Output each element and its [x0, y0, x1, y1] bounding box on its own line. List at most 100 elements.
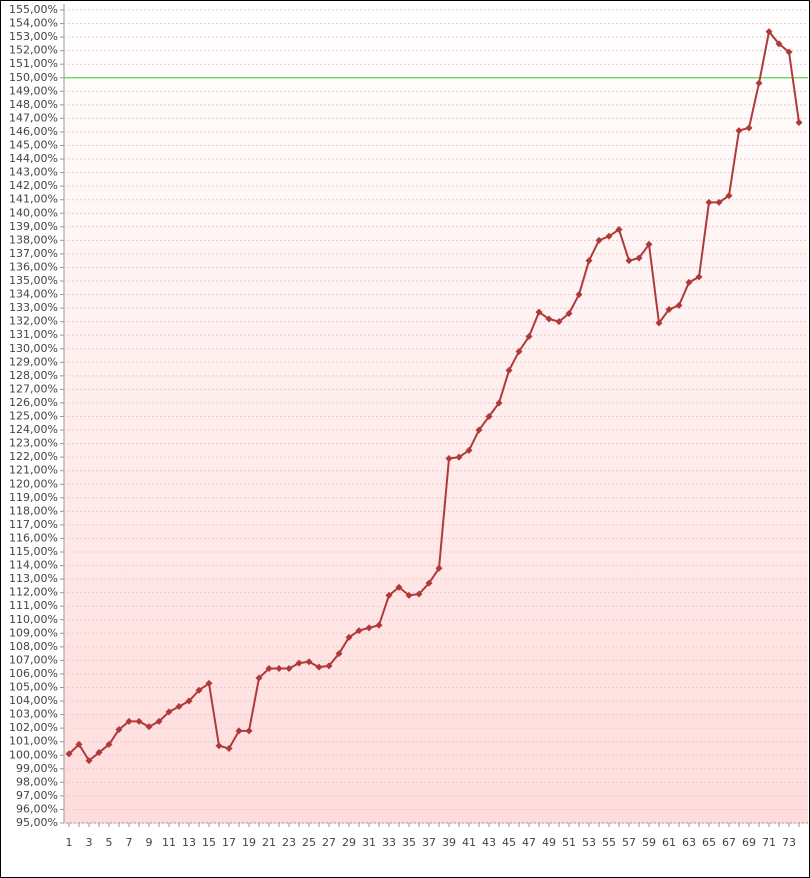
- point: [275, 665, 283, 673]
- point: [495, 399, 503, 407]
- point: [155, 717, 163, 725]
- x-tick-label: 73: [782, 836, 796, 849]
- point: [455, 453, 463, 461]
- point: [135, 717, 143, 725]
- point: [345, 633, 353, 641]
- point: [595, 236, 603, 244]
- point: [355, 627, 363, 635]
- point: [245, 727, 253, 735]
- y-tick-label: 142,00%: [9, 179, 58, 192]
- x-tick-label: 35: [402, 836, 416, 849]
- point: [85, 757, 93, 765]
- x-tick-label: 37: [422, 836, 436, 849]
- point: [655, 319, 663, 327]
- y-tick-label: 99,00%: [16, 762, 58, 775]
- y-tick-label: 114,00%: [9, 559, 58, 572]
- point: [305, 658, 313, 666]
- point: [515, 347, 523, 355]
- x-tick-label: 11: [162, 836, 176, 849]
- point: [795, 118, 803, 126]
- y-tick-label: 98,00%: [16, 775, 58, 788]
- point: [295, 659, 303, 667]
- point: [445, 455, 453, 463]
- point: [565, 310, 573, 318]
- point: [735, 127, 743, 135]
- point: [95, 749, 103, 757]
- y-tick-label: 145,00%: [9, 139, 58, 152]
- x-tick-label: 5: [106, 836, 113, 849]
- y-tick-label: 116,00%: [9, 531, 58, 544]
- y-tick-label: 101,00%: [9, 735, 58, 748]
- y-tick-label: 140,00%: [9, 206, 58, 219]
- point: [555, 318, 563, 326]
- x-tick-label: 45: [502, 836, 516, 849]
- y-tick-label: 125,00%: [9, 410, 58, 423]
- point: [705, 198, 713, 206]
- x-tick-label: 61: [662, 836, 676, 849]
- y-tick-label: 115,00%: [9, 545, 58, 558]
- y-tick-label: 133,00%: [9, 301, 58, 314]
- x-tick-label: 59: [642, 836, 656, 849]
- y-tick-label: 137,00%: [9, 247, 58, 260]
- y-tick-label: 149,00%: [9, 84, 58, 97]
- point: [255, 674, 263, 682]
- x-tick-label: 25: [302, 836, 316, 849]
- y-tick-label: 111,00%: [9, 599, 58, 612]
- y-tick-label: 106,00%: [9, 667, 58, 680]
- y-tick-label: 109,00%: [9, 626, 58, 639]
- y-tick-label: 96,00%: [16, 802, 58, 815]
- x-tick-label: 67: [722, 836, 736, 849]
- y-tick-label: 104,00%: [9, 694, 58, 707]
- y-tick-label: 122,00%: [9, 450, 58, 463]
- y-tick-label: 139,00%: [9, 220, 58, 233]
- y-tick-label: 138,00%: [9, 233, 58, 246]
- point: [325, 662, 333, 670]
- point: [465, 446, 473, 454]
- y-tick-label: 136,00%: [9, 260, 58, 273]
- point: [765, 28, 773, 36]
- point: [115, 726, 123, 734]
- x-tick-label: 47: [522, 836, 536, 849]
- x-tick-label: 57: [622, 836, 636, 849]
- point: [485, 413, 493, 420]
- x-tick-label: 39: [442, 836, 456, 849]
- point: [505, 366, 513, 374]
- point: [675, 301, 683, 309]
- y-tick-label: 119,00%: [9, 491, 58, 504]
- plot-area: [64, 4, 808, 823]
- y-tick-label: 148,00%: [9, 98, 58, 111]
- x-tick-label: 55: [602, 836, 616, 849]
- y-tick-label: 118,00%: [9, 504, 58, 517]
- x-tick-label: 23: [282, 836, 296, 849]
- x-tick-label: 15: [202, 836, 216, 849]
- x-tick-label: 9: [146, 836, 153, 849]
- point: [475, 426, 483, 434]
- point: [395, 583, 403, 591]
- x-tick-label: 71: [762, 836, 776, 849]
- point: [625, 257, 633, 265]
- point: [175, 702, 183, 710]
- y-tick-label: 135,00%: [9, 274, 58, 287]
- y-tick-label: 112,00%: [9, 586, 58, 599]
- point: [635, 254, 643, 262]
- point: [785, 48, 793, 56]
- point: [385, 591, 393, 599]
- y-tick-label: 117,00%: [9, 518, 58, 531]
- point: [605, 232, 613, 240]
- y-tick-label: 132,00%: [9, 315, 58, 328]
- point: [205, 679, 213, 687]
- x-tick-label: 33: [382, 836, 396, 849]
- y-tick-label: 130,00%: [9, 342, 58, 355]
- x-tick-label: 1: [66, 836, 73, 849]
- y-tick-label: 144,00%: [9, 152, 58, 165]
- y-tick-label: 146,00%: [9, 125, 58, 138]
- point: [285, 665, 293, 673]
- y-tick-label: 110,00%: [9, 613, 58, 626]
- y-tick-label: 121,00%: [9, 464, 58, 477]
- y-tick-label: 141,00%: [9, 193, 58, 206]
- y-tick-label: 128,00%: [9, 369, 58, 382]
- x-tick-label: 19: [242, 836, 256, 849]
- x-tick-label: 53: [582, 836, 596, 849]
- point: [235, 727, 243, 735]
